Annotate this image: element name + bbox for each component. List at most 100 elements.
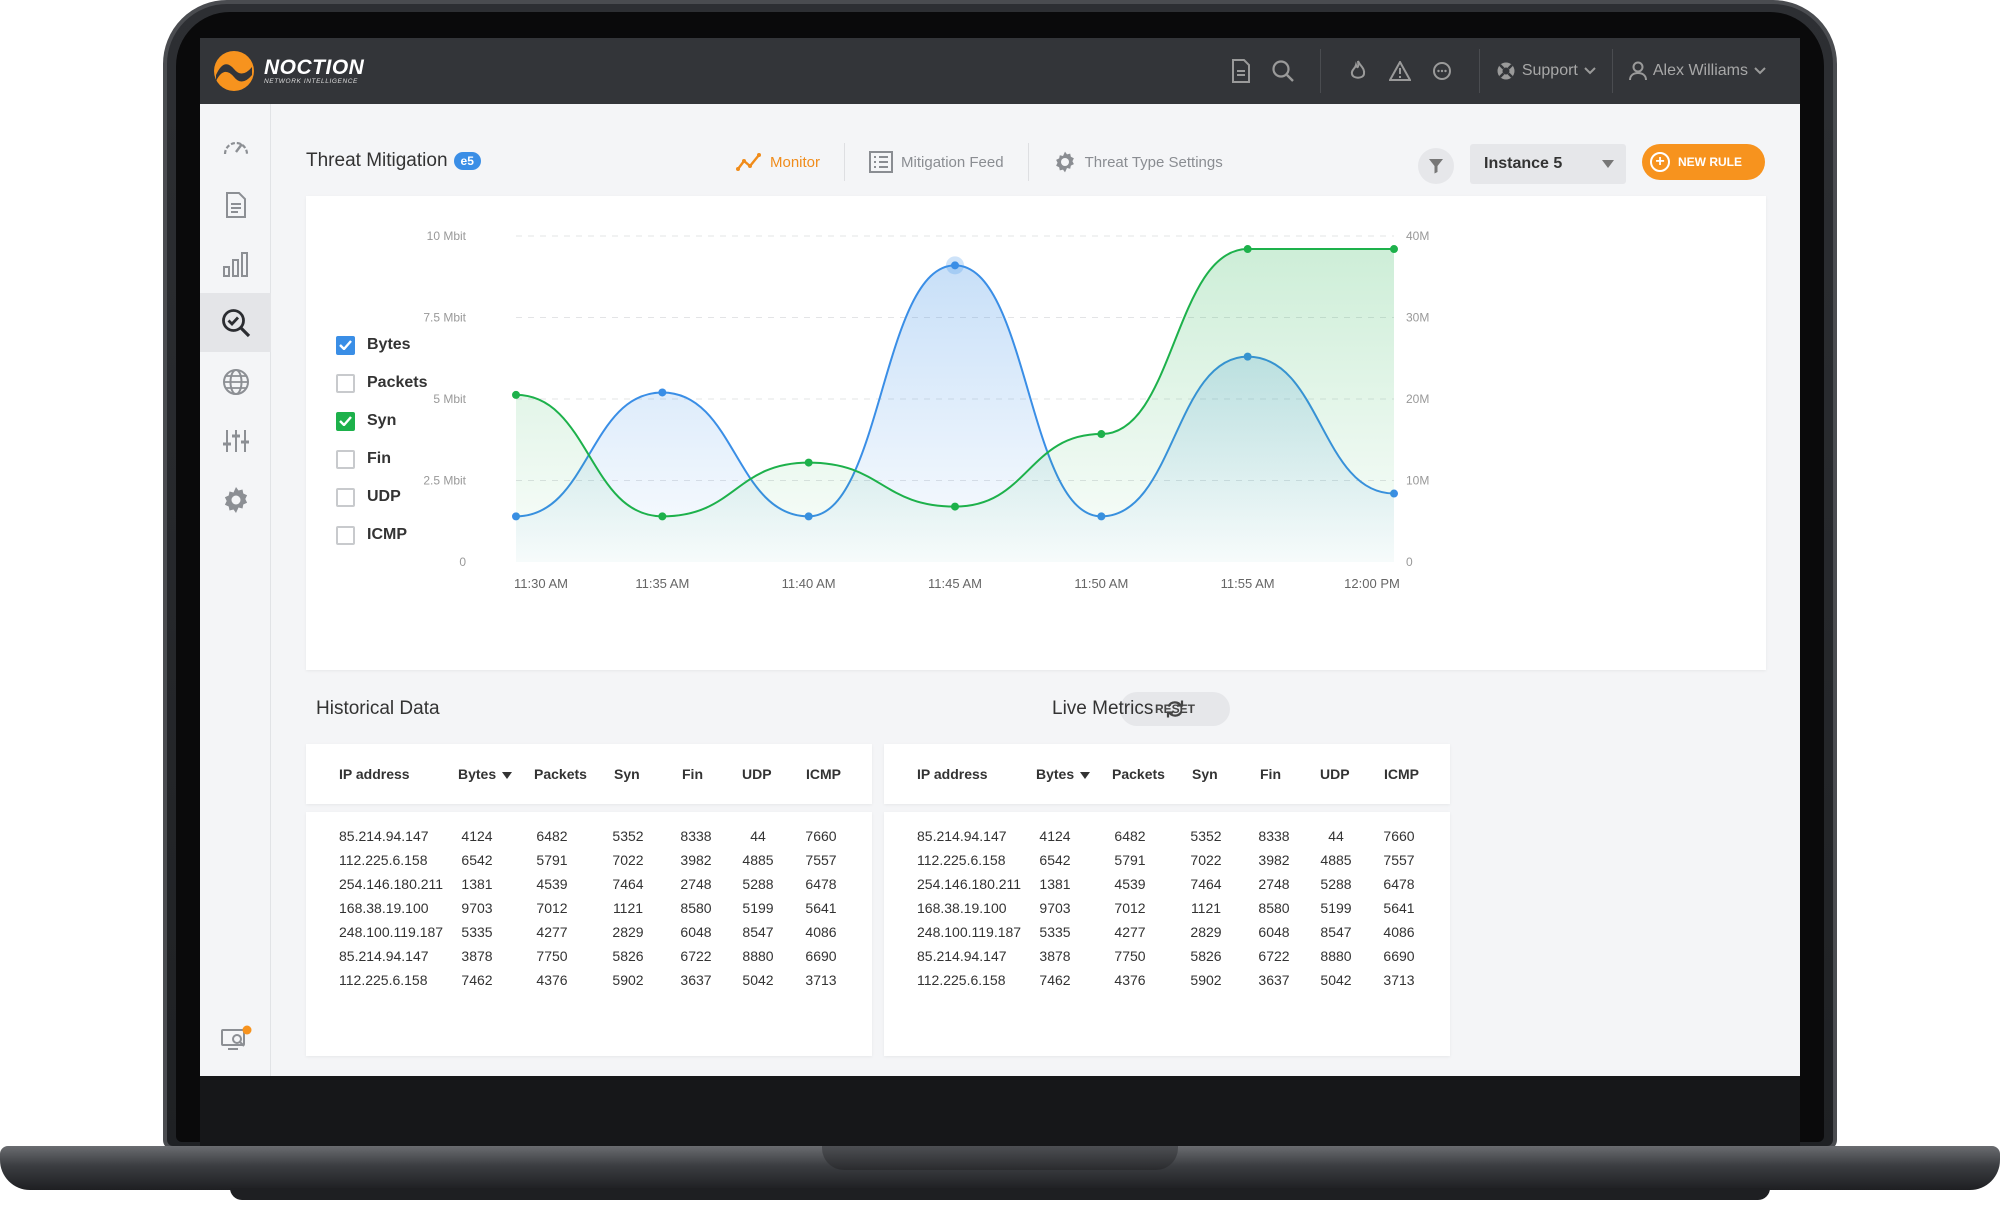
table-cell: 7660 <box>1383 828 1415 844</box>
tab-mitigation-feed-label: Mitigation Feed <box>901 153 1004 171</box>
sidebar-item-network[interactable] <box>200 352 271 411</box>
speedometer-icon <box>223 141 248 154</box>
search-icon[interactable] <box>1270 58 1296 84</box>
table-row[interactable]: 112.225.6.158 6542 5791 7022 3982 4885 7557 <box>306 852 872 872</box>
document-icon[interactable] <box>1228 58 1254 84</box>
table-row[interactable]: 168.38.19.100 9703 7012 1121 8580 5199 5641 <box>884 900 1450 920</box>
table-row[interactable]: 168.38.19.100 9703 7012 1121 8580 5199 5641 <box>306 900 872 920</box>
sidebar-item-settings[interactable] <box>200 470 271 529</box>
table-row[interactable]: 85.214.94.147 4124 6482 5352 8338 44 7660 <box>884 828 1450 848</box>
table-cell: 3637 <box>680 972 712 988</box>
legend-item-syn[interactable]: Syn <box>336 402 428 440</box>
table-cell: 5902 <box>1190 972 1222 988</box>
table-cell: 6482 <box>536 828 568 844</box>
historical-column-header[interactable]: Packets <box>534 766 587 782</box>
table-row[interactable]: 112.225.6.158 7462 4376 5902 3637 5042 3713 <box>884 972 1450 992</box>
fire-icon[interactable] <box>1345 58 1371 84</box>
column-header-label: Syn <box>1192 766 1218 782</box>
sort-desc-icon[interactable] <box>502 771 513 779</box>
sidebar-item-configuration[interactable] <box>200 411 271 470</box>
table-cell: 7012 <box>1114 900 1146 916</box>
checkbox-packets[interactable] <box>336 373 355 393</box>
legend-label: Packets <box>367 374 428 391</box>
historical-column-header[interactable]: UDP <box>742 766 772 782</box>
legend-item-packets[interactable]: Packets <box>336 364 428 402</box>
sidebar-item-dashboard[interactable] <box>200 116 271 175</box>
table-cell: 112.225.6.158 <box>917 972 1006 988</box>
checkbox-bytes[interactable] <box>336 335 355 355</box>
table-cell: 5352 <box>612 828 644 844</box>
table-cell: 5042 <box>1320 972 1352 988</box>
filter-button[interactable] <box>1418 148 1454 184</box>
data-point-highlight <box>946 256 964 275</box>
table-cell: 5199 <box>1320 900 1352 916</box>
table-cell: 8580 <box>680 900 712 916</box>
tab-threat-type-settings[interactable]: Threat Type Settings <box>1029 144 1247 180</box>
checkbox-udp[interactable] <box>336 487 355 507</box>
table-row[interactable]: 254.146.180.211 1381 4539 7464 2748 5288 6478 <box>306 876 872 896</box>
live-metrics-column-header[interactable]: ICMP <box>1384 766 1419 782</box>
live-metrics-column-header[interactable]: Bytes <box>1036 766 1091 782</box>
logo[interactable]: NOCTION NETWORK INTELLIGENCE <box>212 49 364 93</box>
table-cell: 7464 <box>612 876 644 892</box>
historical-column-header[interactable]: ICMP <box>806 766 841 782</box>
live-metrics-column-header[interactable]: Packets <box>1112 766 1165 782</box>
sidebar-item-analytics[interactable] <box>200 234 271 293</box>
checkbox-syn[interactable] <box>336 411 355 431</box>
new-rule-label: NEW RULE <box>1678 155 1742 169</box>
legend-label: Fin <box>367 450 391 467</box>
table-cell: 2829 <box>1190 924 1222 940</box>
sidebar-item-notifications[interactable] <box>200 1009 271 1068</box>
legend-item-bytes[interactable]: Bytes <box>336 326 428 364</box>
historical-column-header[interactable]: Bytes <box>458 766 513 782</box>
table-cell: 7022 <box>1190 852 1222 868</box>
table-cell: 2748 <box>680 876 712 892</box>
checkbox-icmp[interactable] <box>336 525 355 545</box>
table-row[interactable]: 112.225.6.158 6542 5791 7022 3982 4885 7557 <box>884 852 1450 872</box>
table-cell: 1121 <box>612 900 644 916</box>
warning-icon[interactable] <box>1387 58 1413 84</box>
new-rule-button[interactable]: + NEW RULE <box>1642 144 1765 180</box>
table-row[interactable]: 254.146.180.211 1381 4539 7464 2748 5288 6478 <box>884 876 1450 896</box>
table-cell: 7750 <box>1114 948 1146 964</box>
tab-monitor[interactable]: Monitor <box>712 144 844 180</box>
instance-select[interactable]: Instance 5 <box>1470 144 1626 184</box>
legend-item-udp[interactable]: UDP <box>336 478 428 516</box>
live-metrics-column-header[interactable]: Fin <box>1260 766 1281 782</box>
legend-item-icmp[interactable]: ICMP <box>336 516 428 554</box>
table-cell: 248.100.119.187 <box>917 924 1022 940</box>
refresh-icon[interactable] <box>1165 699 1185 719</box>
live-metrics-column-header[interactable]: IP address <box>917 766 988 782</box>
sidebar-item-reports[interactable] <box>200 175 271 234</box>
table-cell: 6048 <box>680 924 712 940</box>
column-header-label: Syn <box>614 766 640 782</box>
historical-column-header[interactable]: Fin <box>682 766 703 782</box>
data-point-syn <box>512 390 520 399</box>
table-row[interactable]: 112.225.6.158 7462 4376 5902 3637 5042 3713 <box>306 972 872 992</box>
table-cell: 5288 <box>1320 876 1352 892</box>
sort-desc-icon[interactable] <box>1080 771 1091 779</box>
historical-column-header[interactable]: Syn <box>614 766 640 782</box>
legend-item-fin[interactable]: Fin <box>336 440 428 478</box>
table-cell: 5288 <box>742 876 774 892</box>
table-row[interactable]: 248.100.119.187 5335 4277 2829 6048 8547 4086 <box>306 924 872 944</box>
user-menu[interactable]: Alex Williams <box>1628 61 1766 81</box>
y-right-tick-label: 10M <box>1406 474 1429 488</box>
live-metrics-column-header[interactable]: UDP <box>1320 766 1350 782</box>
table-row[interactable]: 248.100.119.187 5335 4277 2829 6048 8547 4086 <box>884 924 1450 944</box>
table-row[interactable]: 85.214.94.147 4124 6482 5352 8338 44 7660 <box>306 828 872 848</box>
chat-icon[interactable] <box>1429 58 1455 84</box>
table-cell: 2748 <box>1258 876 1290 892</box>
column-header-label: Fin <box>682 766 703 782</box>
checkbox-fin[interactable] <box>336 449 355 469</box>
tab-mitigation-feed[interactable]: Mitigation Feed <box>845 144 1028 180</box>
table-row[interactable]: 85.214.94.147 3878 7750 5826 6722 8880 6690 <box>306 948 872 968</box>
table-cell: 5042 <box>742 972 774 988</box>
historical-column-header[interactable]: IP address <box>339 766 410 782</box>
table-cell: 85.214.94.147 <box>917 828 1007 844</box>
support-menu[interactable]: Support <box>1496 61 1596 81</box>
live-metrics-column-header[interactable]: Syn <box>1192 766 1218 782</box>
sidebar-item-threat-mitigation[interactable] <box>200 293 271 352</box>
table-row[interactable]: 85.214.94.147 3878 7750 5826 6722 8880 6690 <box>884 948 1450 968</box>
reset-button[interactable]: RESET <box>1120 692 1230 726</box>
